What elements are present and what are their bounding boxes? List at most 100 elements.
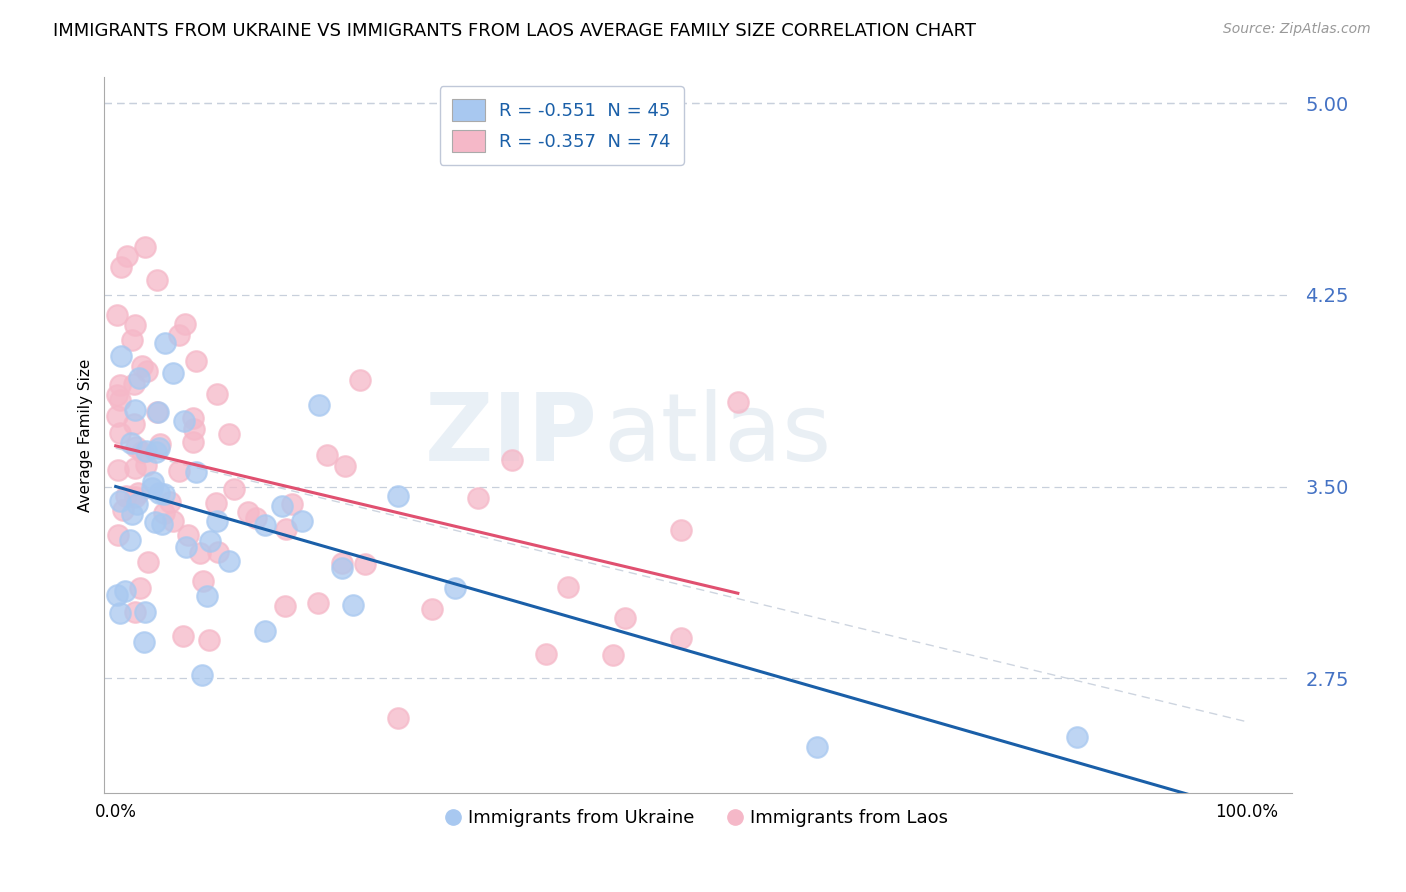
Point <box>467 491 489 506</box>
Point <box>444 581 467 595</box>
Point <box>172 629 194 643</box>
Point <box>122 417 145 431</box>
Point <box>105 388 128 402</box>
Point <box>349 373 371 387</box>
Point <box>534 647 557 661</box>
Point <box>136 364 159 378</box>
Point <box>205 386 228 401</box>
Point <box>387 710 409 724</box>
Text: ZIP: ZIP <box>425 390 598 482</box>
Point <box>422 602 444 616</box>
Point <box>105 308 128 322</box>
Point <box>153 486 176 500</box>
Point <box>727 394 749 409</box>
Point <box>122 377 145 392</box>
Point <box>281 497 304 511</box>
Point <box>330 556 353 570</box>
Point <box>135 458 157 473</box>
Point <box>107 528 129 542</box>
Point <box>107 463 129 477</box>
Point <box>181 435 204 450</box>
Point <box>613 610 636 624</box>
Point <box>1066 730 1088 744</box>
Point <box>181 410 204 425</box>
Point <box>153 506 176 520</box>
Point <box>110 606 132 620</box>
Point <box>110 260 132 274</box>
Point <box>671 631 693 645</box>
Point <box>141 481 163 495</box>
Point <box>134 605 156 619</box>
Point <box>105 588 128 602</box>
Point <box>191 574 214 589</box>
Point <box>134 240 156 254</box>
Point <box>146 405 169 419</box>
Y-axis label: Average Family Size: Average Family Size <box>79 359 93 512</box>
Point <box>236 505 259 519</box>
Text: Source: ZipAtlas.com: Source: ZipAtlas.com <box>1223 22 1371 37</box>
Point <box>271 500 294 514</box>
Point <box>557 580 579 594</box>
Point <box>253 518 276 533</box>
Point <box>198 633 221 648</box>
Point <box>142 475 165 489</box>
Point <box>195 589 218 603</box>
Legend: Immigrants from Ukraine, Immigrants from Laos: Immigrants from Ukraine, Immigrants from… <box>441 802 956 834</box>
Point <box>145 444 167 458</box>
Point <box>602 648 624 662</box>
Point <box>184 465 207 479</box>
Point <box>115 249 138 263</box>
Point <box>110 378 132 392</box>
Point <box>162 366 184 380</box>
Point <box>274 522 297 536</box>
Point <box>274 599 297 613</box>
Point <box>128 581 150 595</box>
Point <box>153 335 176 350</box>
Point <box>316 449 339 463</box>
Text: atlas: atlas <box>603 390 831 482</box>
Point <box>121 333 143 347</box>
Point <box>162 514 184 528</box>
Point <box>254 624 277 638</box>
Point <box>218 554 240 568</box>
Point <box>159 495 181 509</box>
Point <box>125 498 148 512</box>
Point <box>124 318 146 332</box>
Point <box>207 545 229 559</box>
Point <box>245 510 267 524</box>
Point <box>108 494 131 508</box>
Point <box>806 740 828 755</box>
Point <box>353 558 375 572</box>
Point <box>342 599 364 613</box>
Point <box>136 555 159 569</box>
Point <box>110 425 132 440</box>
Point <box>131 359 153 373</box>
Point <box>218 426 240 441</box>
Point <box>191 668 214 682</box>
Point <box>177 528 200 542</box>
Point <box>308 398 330 412</box>
Point <box>671 523 693 537</box>
Point <box>114 584 136 599</box>
Point <box>118 533 141 547</box>
Point <box>330 561 353 575</box>
Point <box>186 354 208 368</box>
Point <box>111 503 134 517</box>
Point <box>132 635 155 649</box>
Point <box>222 482 245 496</box>
Point <box>501 452 523 467</box>
Point <box>148 485 170 500</box>
Point <box>125 441 148 455</box>
Point <box>120 436 142 450</box>
Point <box>307 597 329 611</box>
Point <box>108 392 131 407</box>
Point <box>146 273 169 287</box>
Point <box>173 414 195 428</box>
Point <box>150 516 173 531</box>
Text: IMMIGRANTS FROM UKRAINE VS IMMIGRANTS FROM LAOS AVERAGE FAMILY SIZE CORRELATION : IMMIGRANTS FROM UKRAINE VS IMMIGRANTS FR… <box>53 22 976 40</box>
Point <box>110 349 132 363</box>
Point <box>188 546 211 560</box>
Point <box>176 540 198 554</box>
Point <box>128 371 150 385</box>
Point <box>333 458 356 473</box>
